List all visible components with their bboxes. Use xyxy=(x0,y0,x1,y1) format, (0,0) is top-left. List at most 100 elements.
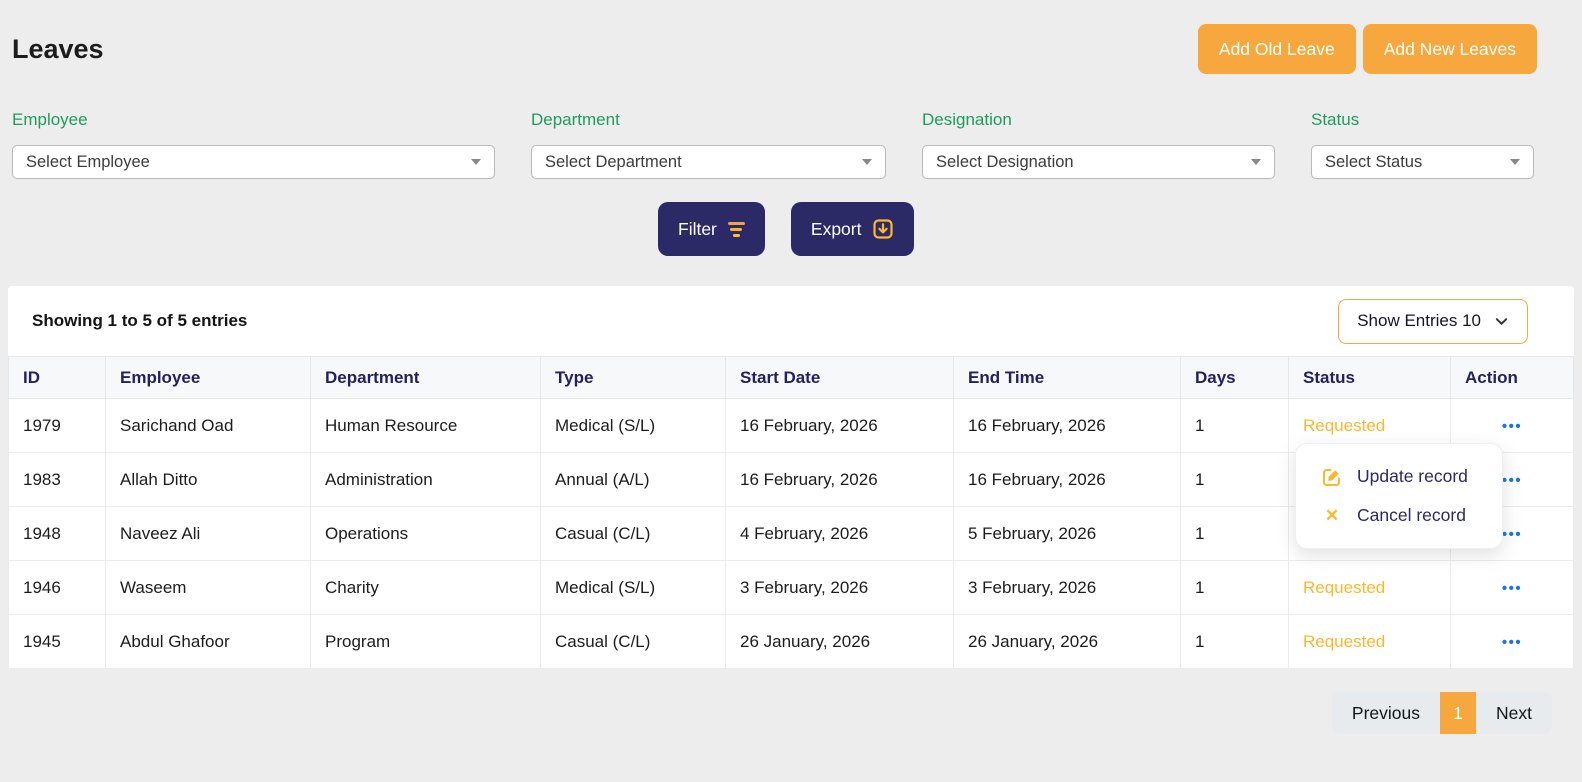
cell-id: 1983 xyxy=(8,452,106,507)
designation-filter-label: Designation xyxy=(922,110,1012,129)
cell-employee: Naveez Ali xyxy=(105,506,311,561)
caret-down-icon xyxy=(1510,159,1520,165)
more-options-icon[interactable]: ••• xyxy=(1501,633,1523,651)
row-actions-menu: Update record ✕ Cancel record xyxy=(1295,443,1503,549)
cell-type: Medical (S/L) xyxy=(540,398,726,453)
cell-type: Casual (C/L) xyxy=(540,614,726,669)
pagination-previous-button[interactable]: Previous xyxy=(1331,692,1441,734)
department-filter-label: Department xyxy=(531,110,620,129)
pagination-current-page[interactable]: 1 xyxy=(1440,692,1477,734)
column-header-days: Days xyxy=(1180,356,1289,399)
cell-department: Human Resource xyxy=(310,398,541,453)
leaves-table-card: Showing 1 to 5 of 5 entries Show Entries… xyxy=(8,286,1574,669)
column-header-action: Action xyxy=(1450,356,1574,399)
top-bar: Leaves Add Old Leave Add New Leaves xyxy=(0,0,1582,74)
close-icon: ✕ xyxy=(1324,505,1340,525)
menu-item-label: Cancel record xyxy=(1357,505,1466,525)
cell-department: Operations xyxy=(310,506,541,561)
add-new-leaves-button[interactable]: Add New Leaves xyxy=(1362,24,1537,74)
more-options-icon[interactable]: ••• xyxy=(1501,417,1523,435)
cell-start-date: 16 February, 2026 xyxy=(725,452,954,507)
cell-id: 1979 xyxy=(8,398,106,453)
cell-id: 1945 xyxy=(8,614,106,669)
page-title: Leaves xyxy=(12,33,104,64)
cell-type: Casual (C/L) xyxy=(540,506,726,561)
chevron-down-icon xyxy=(1494,314,1509,329)
status-filter-label: Status xyxy=(1311,110,1360,129)
designation-select-value: Select Designation xyxy=(936,152,1074,171)
caret-down-icon xyxy=(1251,159,1261,165)
cell-start-date: 4 February, 2026 xyxy=(725,506,954,561)
more-options-icon[interactable]: ••• xyxy=(1501,579,1523,597)
cell-action: ••• xyxy=(1450,614,1574,669)
employee-select[interactable]: Select Employee xyxy=(12,145,495,179)
filter-group-status: Status Select Status xyxy=(1311,110,1534,179)
column-header-employee: Employee xyxy=(105,356,311,399)
cell-end-time: 16 February, 2026 xyxy=(953,398,1181,453)
more-options-icon[interactable]: ••• xyxy=(1501,471,1523,489)
showing-entries-text: Showing 1 to 5 of 5 entries xyxy=(32,311,248,330)
cell-department: Charity xyxy=(310,560,541,615)
cell-employee: Abdul Ghafoor xyxy=(105,614,311,669)
employee-filter-label: Employee xyxy=(12,110,88,129)
menu-item-cancel-record[interactable]: ✕ Cancel record xyxy=(1296,496,1502,535)
cell-department: Program xyxy=(310,614,541,669)
status-badge: Requested xyxy=(1288,560,1451,615)
column-header-end-time: End Time xyxy=(953,356,1181,399)
filter-lines-icon xyxy=(727,221,745,237)
designation-select[interactable]: Select Designation xyxy=(922,145,1275,179)
column-header-start-date: Start Date xyxy=(725,356,954,399)
table-row: 1945 Abdul Ghafoor Program Casual (C/L) … xyxy=(8,614,1574,669)
cell-type: Medical (S/L) xyxy=(540,560,726,615)
cell-end-time: 3 February, 2026 xyxy=(953,560,1181,615)
cell-employee: Waseem xyxy=(105,560,311,615)
leaves-table: ID Employee Department Type Start Date E… xyxy=(8,356,1574,669)
actions-row: Filter Export xyxy=(0,202,1582,256)
status-select[interactable]: Select Status xyxy=(1311,145,1534,179)
cell-id: 1946 xyxy=(8,560,106,615)
cell-start-date: 3 February, 2026 xyxy=(725,560,954,615)
cell-days: 1 xyxy=(1180,560,1289,615)
cell-employee: Sarichand Oad xyxy=(105,398,311,453)
table-row: 1983 Allah Ditto Administration Annual (… xyxy=(8,452,1574,507)
cell-type: Annual (A/L) xyxy=(540,452,726,507)
more-options-icon[interactable]: ••• xyxy=(1501,525,1523,543)
filter-button-label: Filter xyxy=(678,218,717,239)
filters-row: Employee Select Employee Department Sele… xyxy=(0,110,1582,179)
table-card-header: Showing 1 to 5 of 5 entries Show Entries… xyxy=(8,286,1574,356)
column-header-type: Type xyxy=(540,356,726,399)
show-entries-dropdown[interactable]: Show Entries 10 xyxy=(1338,298,1528,344)
column-header-status: Status xyxy=(1288,356,1451,399)
export-button[interactable]: Export xyxy=(790,202,915,256)
filter-group-designation: Designation Select Designation xyxy=(922,110,1275,179)
cell-id: 1948 xyxy=(8,506,106,561)
cell-days: 1 xyxy=(1180,506,1289,561)
cell-end-time: 5 February, 2026 xyxy=(953,506,1181,561)
add-old-leave-button[interactable]: Add Old Leave xyxy=(1197,24,1356,74)
status-badge: Requested xyxy=(1288,614,1451,669)
column-header-department: Department xyxy=(310,356,541,399)
table-row: 1946 Waseem Charity Medical (S/L) 3 Febr… xyxy=(8,560,1574,615)
cell-days: 1 xyxy=(1180,452,1289,507)
table-header-row: ID Employee Department Type Start Date E… xyxy=(8,356,1574,399)
cell-action: ••• xyxy=(1450,560,1574,615)
cell-end-time: 26 January, 2026 xyxy=(953,614,1181,669)
edit-icon xyxy=(1322,467,1342,487)
filter-group-employee: Employee Select Employee xyxy=(12,110,495,179)
pagination: Previous 1 Next xyxy=(0,692,1552,734)
menu-item-update-record[interactable]: Update record xyxy=(1296,457,1502,496)
department-select[interactable]: Select Department xyxy=(531,145,886,179)
caret-down-icon xyxy=(862,159,872,165)
menu-item-label: Update record xyxy=(1357,466,1468,486)
cell-employee: Allah Ditto xyxy=(105,452,311,507)
show-entries-label: Show Entries 10 xyxy=(1357,311,1481,330)
filter-button[interactable]: Filter xyxy=(658,202,765,256)
download-icon xyxy=(872,218,894,240)
cell-end-time: 16 February, 2026 xyxy=(953,452,1181,507)
export-button-label: Export xyxy=(810,218,862,239)
pagination-next-button[interactable]: Next xyxy=(1476,692,1552,734)
cell-start-date: 26 January, 2026 xyxy=(725,614,954,669)
filter-group-department: Department Select Department xyxy=(531,110,886,179)
cell-start-date: 16 February, 2026 xyxy=(725,398,954,453)
